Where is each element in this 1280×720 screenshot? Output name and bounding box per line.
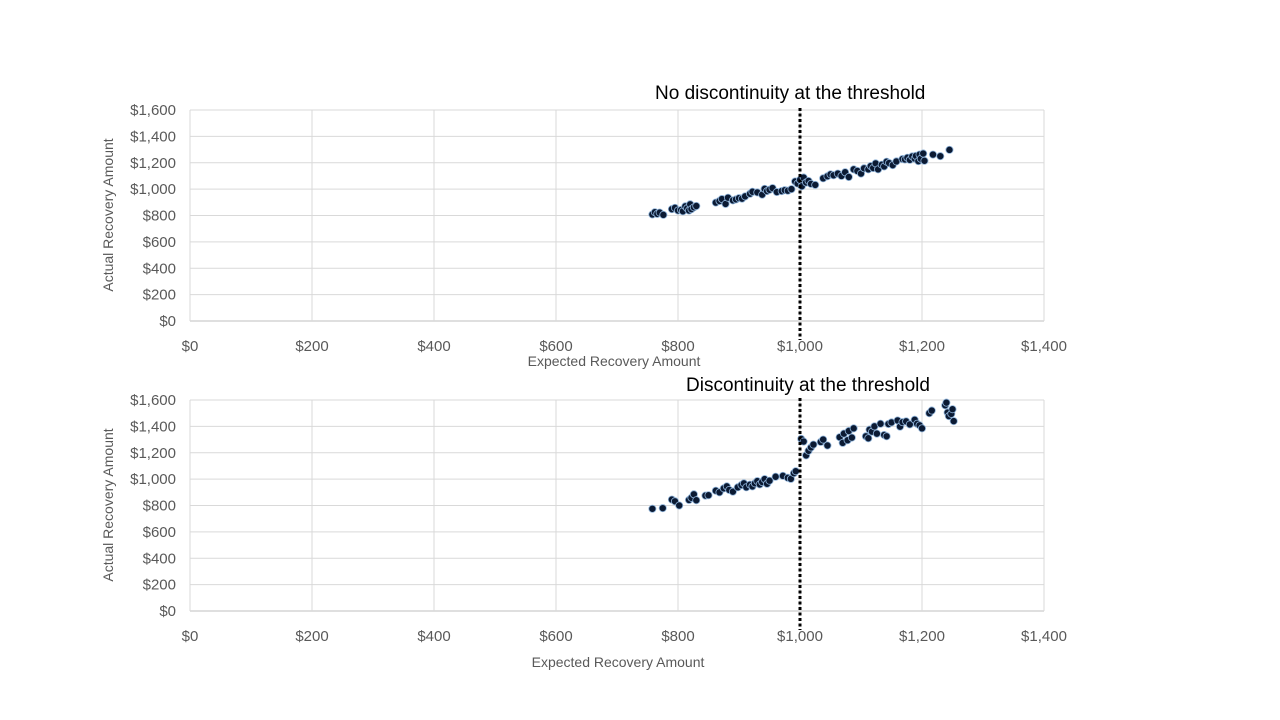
gridlines bbox=[189, 109, 1045, 322]
data-point bbox=[927, 406, 936, 415]
x-axis-ticks: $0 $200 $400 $600 $800 $1,000 $1,200 $1,400 bbox=[182, 628, 1067, 645]
y-tick-label: $1,400 bbox=[130, 418, 176, 435]
x-tick-label: $800 bbox=[661, 338, 694, 355]
x-tick-label: $400 bbox=[417, 628, 450, 645]
x-tick-label: $1,200 bbox=[899, 338, 945, 355]
y-tick-label: $600 bbox=[143, 524, 176, 541]
x-tick-label: $800 bbox=[661, 628, 694, 645]
x-tick-label: $1,200 bbox=[899, 628, 945, 645]
data-point bbox=[791, 467, 800, 476]
data-point bbox=[811, 180, 820, 189]
data-point bbox=[648, 504, 657, 513]
data-point bbox=[692, 202, 701, 211]
data-point bbox=[849, 424, 858, 433]
x-tick-label: $1,400 bbox=[1021, 338, 1067, 355]
data-point bbox=[918, 424, 927, 433]
y-tick-label: $200 bbox=[143, 287, 176, 304]
data-point bbox=[704, 491, 713, 500]
data-point bbox=[872, 429, 881, 438]
y-tick-label: $1,400 bbox=[130, 128, 176, 145]
x-tick-label: $1,000 bbox=[777, 338, 823, 355]
y-tick-label: $1,000 bbox=[130, 471, 176, 488]
y-axis-title: Actual Recovery Amount bbox=[100, 428, 116, 581]
data-point bbox=[692, 496, 701, 505]
y-tick-label: $0 bbox=[159, 313, 176, 330]
data-point bbox=[928, 150, 937, 159]
data-point bbox=[765, 476, 774, 485]
y-axis-ticks: $0 $200 $400 $600 $800 $1,000 $1,200 $1,400 $1,6… bbox=[130, 392, 176, 620]
y-tick-label: $1,000 bbox=[130, 181, 176, 198]
data-point bbox=[823, 441, 832, 450]
x-tick-label: $0 bbox=[182, 628, 199, 645]
data-points bbox=[648, 145, 954, 219]
data-point bbox=[799, 437, 808, 446]
annotation-label: No discontinuity at the threshold bbox=[655, 83, 925, 104]
y-axis-title: Actual Recovery Amount bbox=[100, 138, 116, 291]
data-point bbox=[945, 145, 954, 154]
data-point bbox=[771, 472, 780, 481]
data-point bbox=[787, 185, 796, 194]
y-tick-label: $1,200 bbox=[130, 155, 176, 172]
data-point bbox=[819, 435, 828, 444]
data-point bbox=[675, 501, 684, 510]
x-tick-label: $0 bbox=[182, 338, 199, 355]
x-tick-label: $200 bbox=[295, 338, 328, 355]
y-tick-label: $800 bbox=[143, 498, 176, 515]
data-point bbox=[882, 432, 891, 441]
data-point bbox=[847, 433, 856, 442]
x-tick-label: $200 bbox=[295, 628, 328, 645]
data-point bbox=[919, 149, 928, 158]
x-tick-label: $400 bbox=[417, 338, 450, 355]
data-point bbox=[948, 405, 957, 414]
gridlines bbox=[189, 399, 1045, 612]
data-points bbox=[648, 398, 958, 513]
data-point bbox=[809, 440, 818, 449]
x-tick-label: $600 bbox=[539, 338, 572, 355]
y-tick-label: $1,200 bbox=[130, 445, 176, 462]
annotation-label: Discontinuity at the threshold bbox=[686, 375, 930, 396]
y-tick-label: $600 bbox=[143, 234, 176, 251]
scatter-chart-top: $0 $200 $400 $600 $800 $1,000 $1,200 $1,400 $1,6… bbox=[100, 83, 1067, 369]
x-axis-ticks: $0 $200 $400 $600 $800 $1,000 $1,200 $1,400 bbox=[182, 338, 1067, 355]
x-tick-label: $600 bbox=[539, 628, 572, 645]
y-tick-label: $0 bbox=[159, 603, 176, 620]
y-tick-label: $800 bbox=[143, 208, 176, 225]
y-axis-ticks: $0 $200 $400 $600 $800 $1,000 $1,200 $1,400 $1,6… bbox=[130, 102, 176, 330]
y-tick-label: $200 bbox=[143, 577, 176, 594]
data-point bbox=[949, 417, 958, 426]
data-point bbox=[942, 398, 951, 407]
data-point bbox=[659, 210, 668, 219]
scatter-chart-bottom: $0 $200 $400 $600 $800 $1,000 $1,200 $1,400 $1,6… bbox=[100, 375, 1067, 670]
data-point bbox=[920, 156, 929, 165]
y-tick-label: $400 bbox=[143, 260, 176, 277]
data-point bbox=[844, 172, 853, 181]
x-axis-title: Expected Recovery Amount bbox=[532, 654, 705, 670]
x-tick-label: $1,400 bbox=[1021, 628, 1067, 645]
data-point bbox=[864, 434, 873, 443]
y-tick-label: $1,600 bbox=[130, 392, 176, 409]
data-point bbox=[936, 152, 945, 161]
data-point bbox=[876, 419, 885, 428]
y-tick-label: $1,600 bbox=[130, 102, 176, 119]
x-axis-title: Expected Recovery Amount bbox=[528, 353, 701, 369]
data-point bbox=[658, 504, 667, 513]
x-tick-label: $1,000 bbox=[777, 628, 823, 645]
y-tick-label: $400 bbox=[143, 550, 176, 567]
